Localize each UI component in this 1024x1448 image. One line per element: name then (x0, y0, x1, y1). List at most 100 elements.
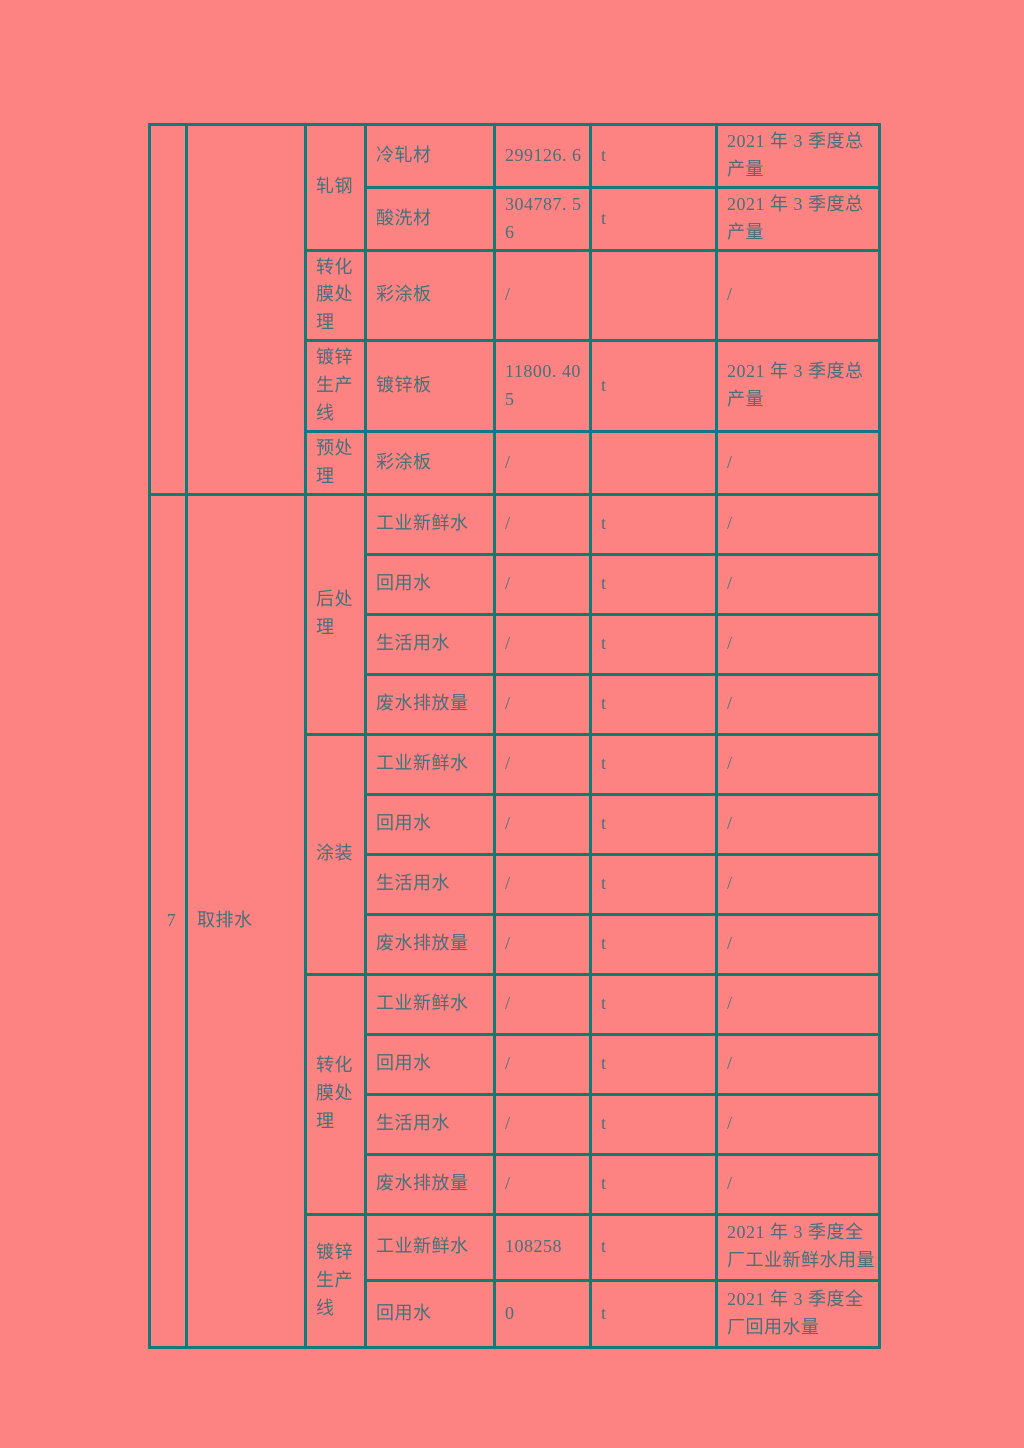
table-row: 回用水 / t / (150, 1032, 881, 1096)
table-row: 生活用水 / t / (150, 852, 881, 916)
cell-group: 转化膜处理 (304, 248, 367, 343)
cell-unit: t (589, 612, 718, 676)
cell-note: / (715, 1032, 881, 1096)
table-row: 废水排放量 / t / (150, 1152, 881, 1216)
cell-unit: t (589, 185, 718, 252)
cell-unit: t (589, 1032, 718, 1096)
cell-item: 工业新鲜水 (364, 972, 496, 1036)
table-row: 废水排放量 / t / (150, 672, 881, 736)
cell-value: / (493, 552, 592, 616)
cell-note: / (715, 1152, 881, 1216)
cell-note: / (715, 1092, 881, 1156)
table-row: 预处理 彩涂板 / / (150, 429, 881, 496)
cell-unit: t (589, 672, 718, 736)
cell-unit: t (589, 123, 718, 189)
cell-value: / (493, 492, 592, 556)
cell-note: 2021 年 3 季度全厂回用水量 (715, 1278, 881, 1349)
cell-group: 预处理 (304, 429, 367, 496)
cell-note: 2021 年 3 季度全厂工业新鲜水用量 (715, 1212, 881, 1282)
table-row: 7 取排水 后处理 工业新鲜水 / t / (148, 492, 881, 1349)
cell-unit: t (589, 792, 718, 856)
cell-note: / (715, 912, 881, 976)
cell-value: / (493, 1032, 592, 1096)
cell-item: 工业新鲜水 (364, 492, 496, 556)
cell-value: / (493, 792, 592, 856)
cell-unit: t (589, 492, 718, 556)
cell-item: 回用水 (364, 1032, 496, 1096)
table-row: 生活用水 / t / (150, 1092, 881, 1156)
cell-item: 工业新鲜水 (364, 732, 496, 796)
cell-unit: t (589, 1092, 718, 1156)
cell-category: 取排水 (185, 492, 307, 1349)
cell-note: / (715, 972, 881, 1036)
cell-item: 回用水 (364, 552, 496, 616)
cell-index: 7 (148, 492, 188, 1349)
production-and-water-table: 轧钢 冷轧材 299126. 6 t 2021 年 3 季度总产量 酸洗材 30… (148, 123, 881, 1349)
cell-unit: t (589, 732, 718, 796)
cell-note: 2021 年 3 季度总产量 (715, 185, 881, 252)
cell-group: 后处理 (304, 492, 367, 736)
cell-value: 108258 (493, 1212, 592, 1282)
cell-note: / (715, 852, 881, 916)
cell-unit: t (589, 912, 718, 976)
cell-item: 工业新鲜水 (364, 1212, 496, 1282)
table-row: 废水排放量 / t / (150, 912, 881, 976)
cell-value: 11800. 405 (493, 339, 592, 433)
cell-value: 299126. 6 (493, 123, 592, 189)
cell-item: 冷轧材 (364, 123, 496, 189)
cell-unit (589, 248, 718, 343)
cell-index (148, 123, 188, 496)
cell-note: / (715, 429, 881, 496)
cell-note: / (715, 248, 881, 343)
cell-value: / (493, 248, 592, 343)
cell-group: 涂装 (304, 732, 367, 976)
table-row: 回用水 0 t 2021 年 3 季度全厂回用水量 (150, 1278, 881, 1349)
table-row: 生活用水 / t / (150, 612, 881, 676)
cell-item: 废水排放量 (364, 672, 496, 736)
cell-note: / (715, 792, 881, 856)
cell-item: 回用水 (364, 792, 496, 856)
cell-item: 废水排放量 (364, 1152, 496, 1216)
cell-unit: t (589, 1278, 718, 1349)
cell-item: 生活用水 (364, 612, 496, 676)
cell-item: 生活用水 (364, 852, 496, 916)
table-row: 酸洗材 304787. 56 t 2021 年 3 季度总产量 (150, 185, 881, 252)
cell-item: 酸洗材 (364, 185, 496, 252)
cell-group: 镀锌生产线 (304, 1212, 367, 1349)
cell-group: 镀锌生产线 (304, 339, 367, 433)
cell-value: / (493, 912, 592, 976)
cell-group: 轧钢 (304, 123, 367, 252)
cell-note: / (715, 612, 881, 676)
cell-unit: t (589, 339, 718, 433)
cell-unit: t (589, 852, 718, 916)
cell-unit: t (589, 1212, 718, 1282)
cell-value: 0 (493, 1278, 592, 1349)
cell-item: 镀锌板 (364, 339, 496, 433)
cell-item: 彩涂板 (364, 429, 496, 496)
cell-note: 2021 年 3 季度总产量 (715, 339, 881, 433)
cell-unit: t (589, 972, 718, 1036)
cell-item: 彩涂板 (364, 248, 496, 343)
cell-note: 2021 年 3 季度总产量 (715, 123, 881, 189)
cell-value: / (493, 732, 592, 796)
cell-value: / (493, 612, 592, 676)
cell-item: 废水排放量 (364, 912, 496, 976)
cell-value: / (493, 972, 592, 1036)
cell-value: / (493, 1152, 592, 1216)
table-row: 镀锌生产线 工业新鲜水 108258 t 2021 年 3 季度全厂工业新鲜水用… (150, 1212, 881, 1349)
table-row: 轧钢 冷轧材 299126. 6 t 2021 年 3 季度总产量 (148, 123, 881, 496)
table-row: 镀锌生产线 镀锌板 11800. 405 t 2021 年 3 季度总产量 (150, 339, 881, 433)
table-row: 涂装 工业新鲜水 / t / (150, 732, 881, 976)
cell-unit (589, 429, 718, 496)
cell-value: / (493, 672, 592, 736)
cell-item: 生活用水 (364, 1092, 496, 1156)
cell-value: / (493, 1092, 592, 1156)
cell-unit: t (589, 552, 718, 616)
cell-item: 回用水 (364, 1278, 496, 1349)
cell-group: 转化膜处理 (304, 972, 367, 1216)
cell-note: / (715, 732, 881, 796)
cell-value: / (493, 852, 592, 916)
cell-note: / (715, 492, 881, 556)
table-row: 转化膜处理 工业新鲜水 / t / (150, 972, 881, 1216)
cell-category (185, 123, 307, 496)
